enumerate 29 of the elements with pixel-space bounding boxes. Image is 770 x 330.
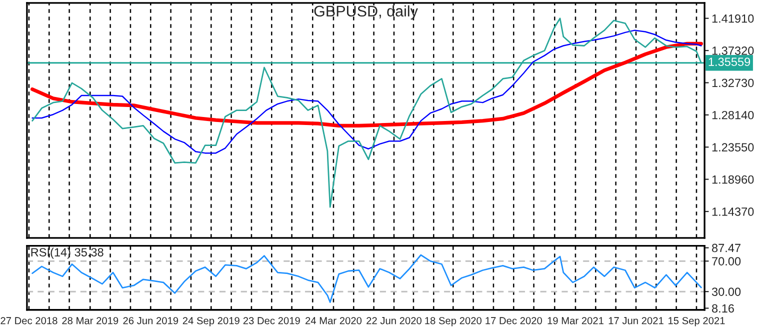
y-tick-label: 1.28140 [712,110,754,120]
x-tick-label: 19 Mar 2021 [548,317,604,324]
line-series [32,18,702,208]
y-tick-label: 70.00 [712,257,741,266]
y-tick-label: 8.16 [712,304,734,313]
x-tick-label: 18 Sep 2020 [425,317,482,326]
x-tick-label: 15 Sep 2021 [668,317,725,326]
y-tick-label: 87.47 [712,244,740,252]
x-tick-label: 24 Mar 2020 [306,317,362,324]
chart-title: GBPUSD, daily [314,5,418,20]
ref-line-label: 1.35559 [708,58,750,66]
x-tick-label: 22 Jun 2020 [366,317,422,324]
y-tick-label: 30.00 [712,288,741,296]
line-series [30,42,703,128]
x-tick-label: 28 Mar 2019 [62,317,118,324]
line-series [32,30,702,154]
x-tick-label: 17 Dec 2020 [486,317,542,324]
y-tick-label: 1.41910 [712,14,754,23]
x-tick-label: 26 Jun 2019 [123,317,178,324]
y-tick-label: 1.14370 [712,208,754,216]
x-tick-label: 23 Dec 2019 [243,317,300,324]
y-tick-label: 1.37320 [712,46,754,55]
chart-title: RSI(14) 35.38 [31,248,104,259]
y-tick-label: 1.23550 [712,143,754,152]
y-tick-label: 1.32730 [712,78,754,88]
y-tick-label: 1.18960 [712,175,754,184]
x-tick-label: 17 Jun 2021 [608,317,664,324]
x-tick-label: 27 Dec 2018 [0,317,58,324]
x-tick-label: 24 Sep 2019 [182,317,240,326]
